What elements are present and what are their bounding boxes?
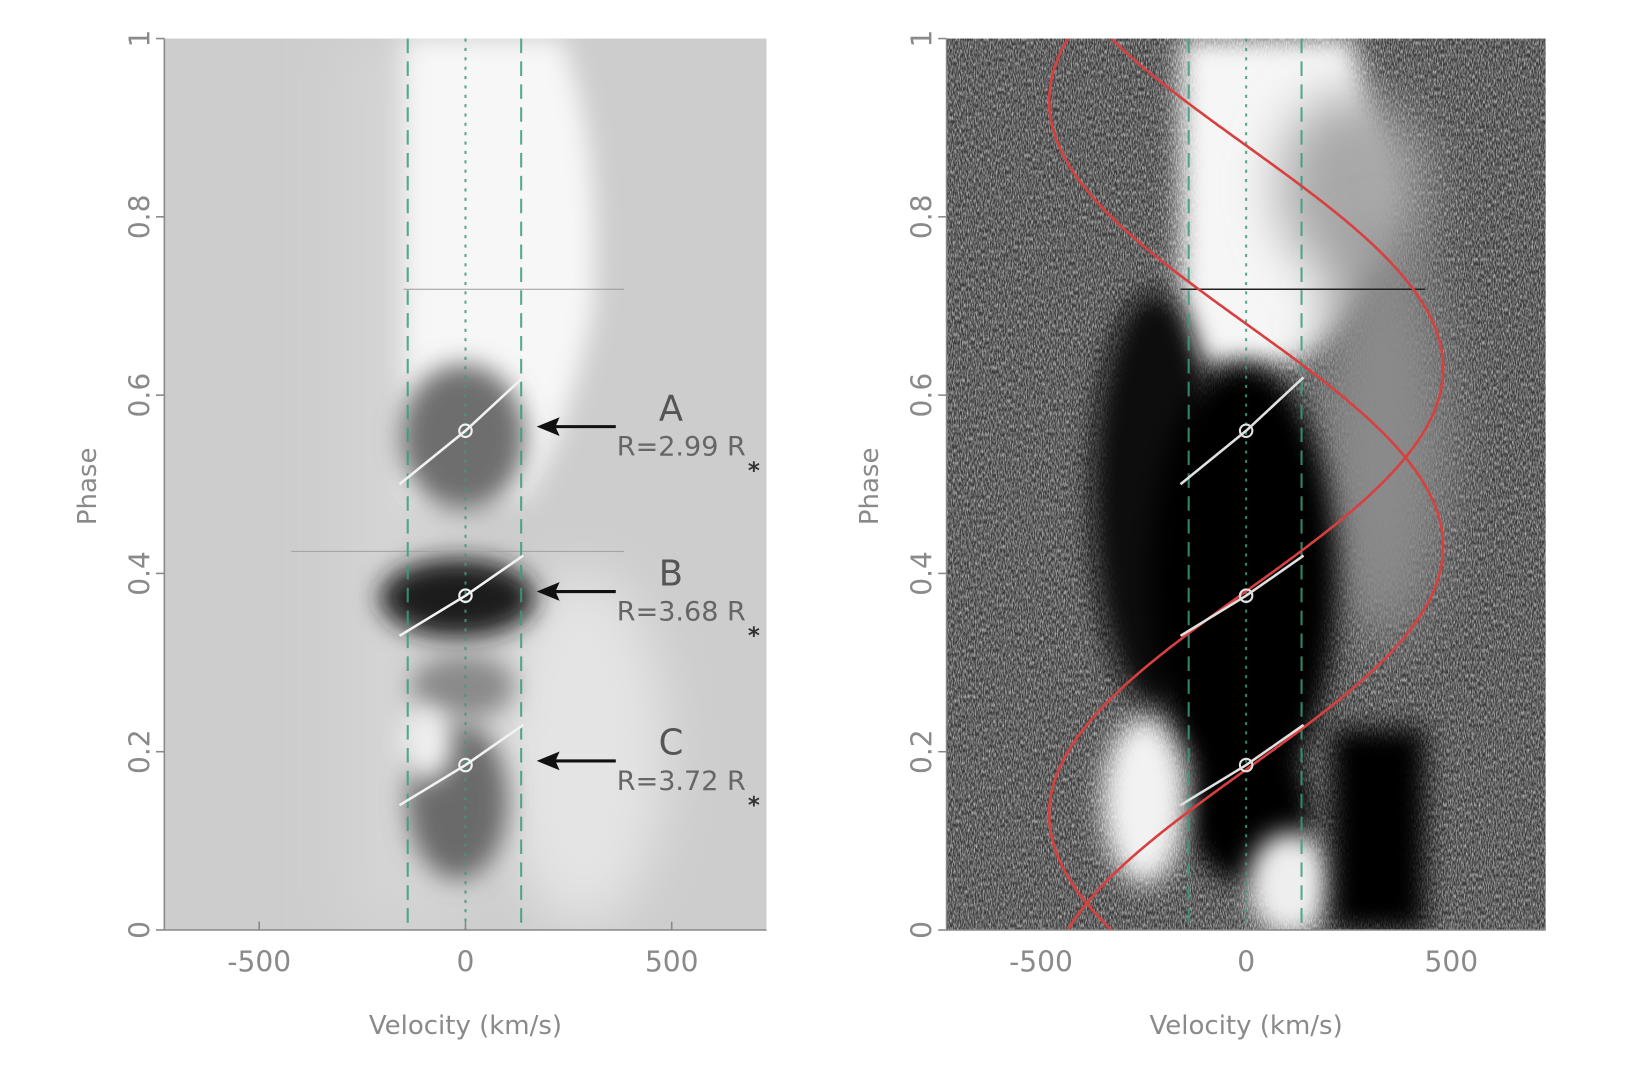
y-tick-label: 1 xyxy=(906,30,939,48)
fit-center xyxy=(458,423,473,439)
fit-center xyxy=(458,757,473,773)
y-tick-label: 1 xyxy=(123,30,156,48)
fit-line xyxy=(398,723,524,807)
fit-line xyxy=(1179,554,1305,637)
fit-line xyxy=(398,376,525,486)
sinusoid-curve xyxy=(1047,38,1445,930)
annotation-subscript: * xyxy=(748,624,760,650)
annotation-letter: A xyxy=(659,388,683,429)
x-tick-label: 0 xyxy=(1237,946,1255,979)
fit-line xyxy=(1179,723,1305,807)
x-axis-label: Velocity (km/s) xyxy=(1150,1011,1343,1041)
fit-center xyxy=(1238,588,1254,603)
y-tick-label: 0.2 xyxy=(123,729,156,774)
fit-center xyxy=(1238,757,1254,773)
y-tick-label: 0 xyxy=(123,921,156,939)
annotation-subscript: * xyxy=(748,793,760,819)
fit-line xyxy=(1179,376,1305,486)
plot-area xyxy=(1047,38,1445,930)
y-tick-label: 0.6 xyxy=(906,373,939,418)
x-tick-label: -500 xyxy=(1009,946,1073,979)
arrow-head xyxy=(536,417,560,436)
fit-line xyxy=(398,554,524,637)
x-tick-label: 0 xyxy=(457,946,475,979)
annotation-text: R=3.72 R xyxy=(617,766,746,797)
y-tick-label: 0.4 xyxy=(123,551,156,596)
plot-area xyxy=(398,38,525,930)
y-tick-label: 0.2 xyxy=(906,729,939,774)
annotation-letter: C xyxy=(659,723,684,764)
x-tick-label: 500 xyxy=(645,946,699,979)
annotation-text: R=2.99 R xyxy=(617,432,746,463)
fit-center xyxy=(458,588,473,603)
y-tick-label: 0.8 xyxy=(906,195,939,240)
annotation-subscript: * xyxy=(748,459,760,485)
panel: -500 0 500 0 0.2 0.4 0.6 0.8 1 Phase Velocity (km/… xyxy=(855,30,1546,1041)
spectrum-image xyxy=(946,38,1546,930)
sinusoid-curve xyxy=(1047,38,1445,930)
annotation-letter: B xyxy=(659,553,683,594)
x-tick-label: 500 xyxy=(1425,946,1479,979)
x-tick-label: -500 xyxy=(227,946,291,979)
fit-center xyxy=(1238,423,1254,439)
y-tick-label: 0.4 xyxy=(906,551,939,596)
y-axis-label: Phase xyxy=(73,448,103,526)
y-tick-label: 0 xyxy=(906,921,939,939)
y-axis-label: Phase xyxy=(855,448,885,526)
arrow-head xyxy=(536,751,560,771)
arrow-head xyxy=(536,582,560,601)
annotation-text: R=3.68 R xyxy=(617,597,746,628)
x-axis-label: Velocity (km/s) xyxy=(369,1011,562,1041)
y-tick-label: 0.6 xyxy=(123,373,156,418)
y-tick-label: 0.8 xyxy=(123,195,156,240)
panel: AR=2.99 R*BR=3.68 R*CR=3.72 R*-500 0 50000… xyxy=(73,30,767,1041)
